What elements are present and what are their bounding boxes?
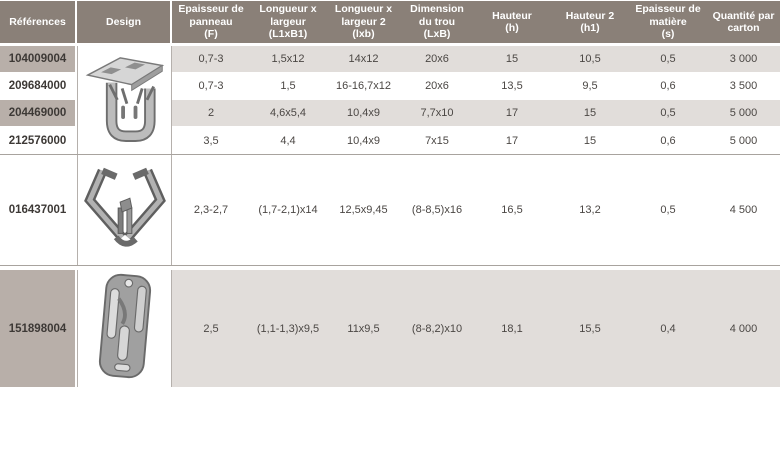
value-cell: 10,4x9 — [326, 127, 401, 154]
reference-cell: 016437001 — [0, 155, 77, 265]
value-cell: 3,5 — [172, 127, 250, 154]
value-cell: 10,4x9 — [326, 100, 401, 127]
value-cell: 5 000 — [707, 127, 780, 154]
value-cell: 0,6 — [629, 127, 707, 154]
value-cell: 15 — [551, 127, 629, 154]
column-header-height-2: Hauteur 2 (h1) — [551, 1, 629, 43]
value-cell: 5 000 — [707, 100, 780, 127]
value-cell: 0,5 — [629, 46, 707, 73]
value-cell: 0,6 — [629, 73, 707, 100]
value-cell: 2,5 — [172, 270, 250, 387]
value-cell: (8-8,2)x10 — [401, 270, 473, 387]
value-cell: 18,1 — [473, 270, 551, 387]
column-header-material-thickness: Epaisseur de matière (s) — [629, 1, 707, 43]
reference-cell: 212576000 — [0, 127, 77, 154]
value-cell: 3 000 — [707, 46, 780, 73]
design-cell — [77, 270, 172, 387]
reference-cell: 104009004 — [0, 46, 77, 73]
product-catalog-table: Références Design Epaisseur de panneau (… — [0, 1, 780, 387]
value-cell: 7x15 — [401, 127, 473, 154]
metal-cage-clip-tall-icon — [82, 270, 168, 387]
value-cell: 20x6 — [401, 73, 473, 100]
value-cell: 15 — [473, 46, 551, 73]
value-cell: (1,1-1,3)x9,5 — [250, 270, 326, 387]
reference-cell: 151898004 — [0, 270, 77, 387]
value-cell: 20x6 — [401, 46, 473, 73]
value-cell: 0,7-3 — [172, 46, 250, 73]
value-cell: 4 500 — [707, 155, 780, 265]
value-cell: 4,4 — [250, 127, 326, 154]
value-cell: 9,5 — [551, 73, 629, 100]
value-cell: 0,5 — [629, 155, 707, 265]
design-cell — [77, 46, 172, 154]
value-cell: (8-8,5)x16 — [401, 155, 473, 265]
value-cell: (1,7-2,1)x14 — [250, 155, 326, 265]
column-header-design: Design — [77, 1, 172, 43]
value-cell: 1,5 — [250, 73, 326, 100]
value-cell: 2,3-2,7 — [172, 155, 250, 265]
table-group-cage-clip: 151898004 2,5 (1,1-1,3)x9,5 11x9, — [0, 270, 780, 387]
value-cell: 13,2 — [551, 155, 629, 265]
metal-spring-clip-v-shape-icon — [81, 159, 169, 262]
column-header-panel-thickness: Epaisseur de panneau (F) — [172, 1, 250, 43]
value-cell: 15 — [551, 100, 629, 127]
value-cell: 16-16,7x12 — [326, 73, 401, 100]
value-cell: 0,5 — [629, 100, 707, 127]
value-cell: 12,5x9,45 — [326, 155, 401, 265]
value-cell: 16,5 — [473, 155, 551, 265]
value-cell: 17 — [473, 100, 551, 127]
column-header-qty-per-carton: Quantité par carton — [707, 1, 780, 43]
metal-edge-clip-u-shape-icon — [82, 48, 168, 153]
column-header-references: Références — [0, 1, 77, 43]
value-cell: 0,4 — [629, 270, 707, 387]
table-header-row: Références Design Epaisseur de panneau (… — [0, 1, 780, 43]
value-cell: 7,7x10 — [401, 100, 473, 127]
value-cell: 3 500 — [707, 73, 780, 100]
value-cell: 0,7-3 — [172, 73, 250, 100]
column-header-height: Hauteur (h) — [473, 1, 551, 43]
value-cell: 2 — [172, 100, 250, 127]
value-cell: 13,5 — [473, 73, 551, 100]
column-header-hole-dimension: Dimension du trou (LxB) — [401, 1, 473, 43]
value-cell: 15,5 — [551, 270, 629, 387]
value-cell: 4,6x5,4 — [250, 100, 326, 127]
column-header-length-width-2: Longueur x largeur 2 (lxb) — [326, 1, 401, 43]
value-cell: 1,5x12 — [250, 46, 326, 73]
value-cell: 17 — [473, 127, 551, 154]
table-group-v-clip: 016437001 2,3-2,7 (1,7-2,1)x14 12,5x — [0, 154, 780, 266]
column-header-length-width-1: Longueur x largeur (L1xB1) — [250, 1, 326, 43]
design-cell — [77, 155, 172, 265]
value-cell: 11x9,5 — [326, 270, 401, 387]
table-group-u-clip: 104009004 0,7-3 — [0, 46, 780, 154]
value-cell: 10,5 — [551, 46, 629, 73]
value-cell: 14x12 — [326, 46, 401, 73]
value-cell: 4 000 — [707, 270, 780, 387]
reference-cell: 209684000 — [0, 73, 77, 100]
reference-cell: 204469000 — [0, 100, 77, 127]
